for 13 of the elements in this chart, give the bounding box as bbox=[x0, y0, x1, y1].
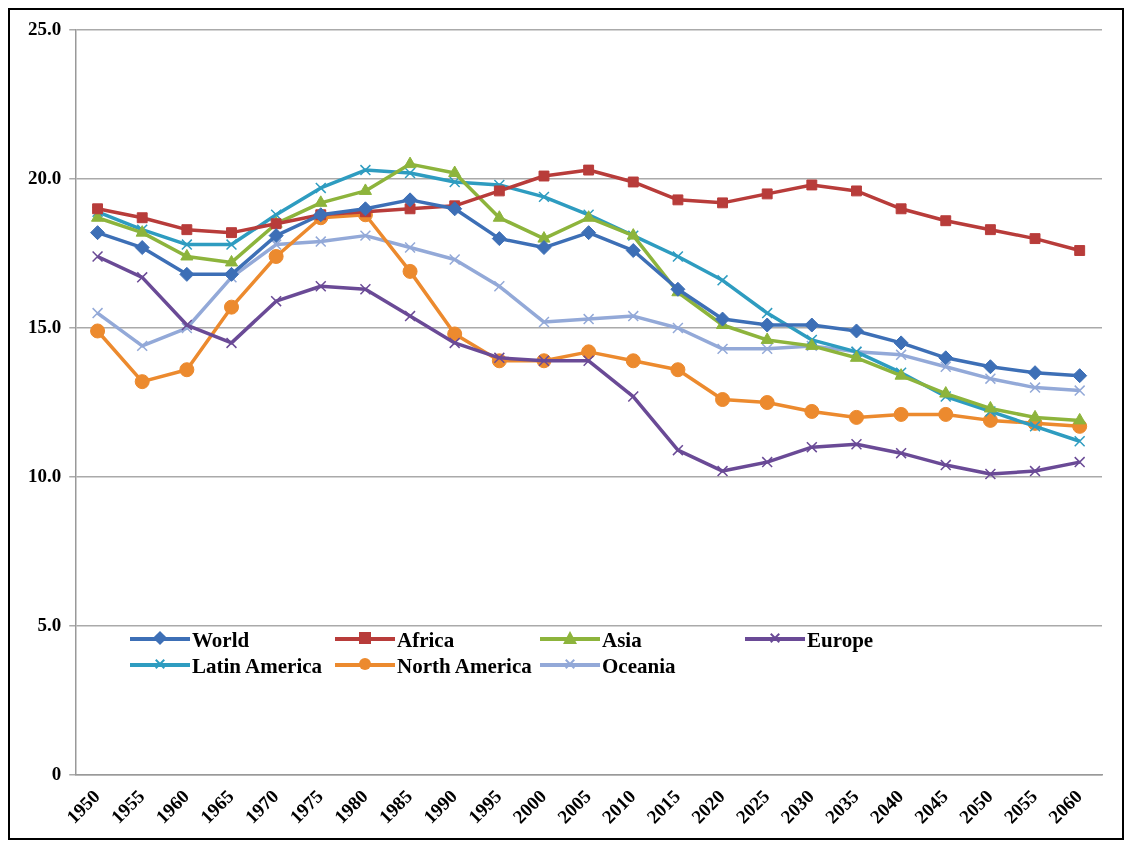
legend-label: Africa bbox=[397, 628, 455, 652]
y-tick-label: 25.0 bbox=[28, 17, 62, 39]
y-tick-label: 5.0 bbox=[37, 613, 62, 635]
legend-label: Oceania bbox=[602, 654, 676, 678]
y-tick-label: 10.0 bbox=[28, 464, 62, 486]
legend-label: World bbox=[192, 628, 250, 652]
y-tick-label: 20.0 bbox=[28, 166, 62, 188]
legend-label: Asia bbox=[602, 628, 642, 652]
legend-label: Latin America bbox=[192, 654, 323, 678]
y-tick-label: 0 bbox=[51, 762, 62, 784]
legend-label: Europe bbox=[807, 628, 874, 652]
legend-label: North America bbox=[397, 654, 532, 678]
y-tick-label: 15.0 bbox=[28, 315, 62, 337]
